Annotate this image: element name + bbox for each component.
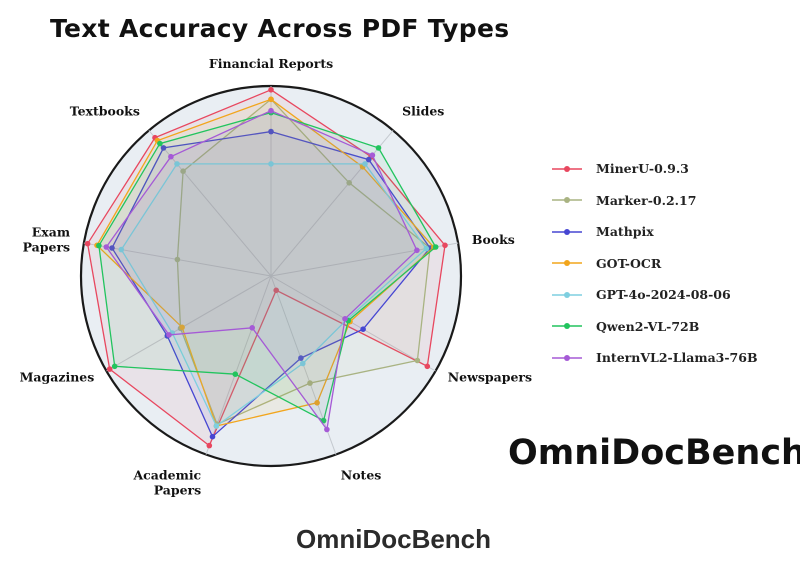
data-point <box>362 161 368 167</box>
axis-label-line: Newspapers <box>448 370 532 385</box>
data-point <box>268 96 274 103</box>
axis-label-line: Notes <box>341 468 382 483</box>
axis-label: Exam Papers <box>23 225 70 255</box>
axis-label-line: Academic <box>132 468 201 483</box>
data-point <box>268 161 274 167</box>
axis-label: Newspapers <box>448 370 532 385</box>
data-point <box>180 168 186 174</box>
data-point <box>314 400 320 406</box>
data-point <box>342 316 348 322</box>
data-point <box>324 426 330 433</box>
data-point <box>268 107 274 114</box>
legend-swatch <box>552 260 582 267</box>
legend-item: Mathpix <box>552 216 758 248</box>
data-point <box>298 355 304 361</box>
data-point <box>442 242 448 249</box>
axis-label-line: Papers <box>23 240 70 255</box>
legend-label: MinerU-0.9.3 <box>596 161 689 177</box>
axis-label-line: Papers <box>154 483 201 498</box>
series-marker-0-2-17 <box>176 98 431 426</box>
series-got-ocr <box>96 98 435 427</box>
data-point <box>414 247 420 254</box>
legend-label: InternVL2-Llama3-76B <box>596 350 758 366</box>
data-point <box>106 366 113 372</box>
data-point <box>111 363 118 370</box>
legend-item: Qwen2-VL-72B <box>552 311 758 343</box>
data-point <box>168 153 174 160</box>
legend-label: Mathpix <box>596 224 654 240</box>
legend-swatch <box>552 228 582 235</box>
radar-axis-labels: Financial Reports Slides Books Newspapers No… <box>20 56 532 498</box>
data-point <box>414 357 421 364</box>
legend-item: MinerU-0.9.3 <box>552 153 758 185</box>
legend-swatch <box>552 323 582 330</box>
chart-title: Text Accuracy Across PDF Types <box>50 14 510 43</box>
axis-label-line: Slides <box>402 104 444 119</box>
series-qwen2-vl-72b <box>98 111 437 422</box>
data-point <box>320 417 327 424</box>
data-point <box>268 87 274 93</box>
data-point <box>249 325 255 331</box>
radar-spoke <box>270 275 436 372</box>
data-point <box>432 244 439 250</box>
data-point <box>423 245 430 252</box>
data-point <box>360 326 366 333</box>
legend-swatch <box>552 291 582 298</box>
data-point <box>424 363 431 370</box>
data-point <box>166 332 172 338</box>
data-point <box>174 256 181 263</box>
axis-label-line: Financial Reports <box>209 56 333 71</box>
radar-spoke <box>106 275 272 372</box>
data-point <box>369 152 376 158</box>
legend-label: GOT-OCR <box>596 255 662 271</box>
legend-label: GPT-4o-2024-08-06 <box>596 287 731 303</box>
brand-caption: OmniDocBench <box>296 524 492 554</box>
data-point <box>232 371 239 378</box>
axis-label: Slides <box>402 104 444 119</box>
axis-label-line: Textbooks <box>70 104 140 119</box>
legend-swatch <box>552 197 582 204</box>
data-point <box>160 145 167 151</box>
legend-label: Marker-0.2.17 <box>596 192 697 208</box>
legend-item: GPT-4o-2024-08-06 <box>552 279 758 311</box>
data-point <box>84 240 91 247</box>
legend-item: Marker-0.2.17 <box>552 185 758 217</box>
axis-label: Magazines <box>20 370 95 385</box>
axis-label: Notes <box>341 468 382 483</box>
axis-label: Books <box>472 232 515 247</box>
axis-label: Financial Reports <box>209 56 333 71</box>
data-point <box>103 244 110 250</box>
axis-label: Academic Papers <box>132 468 201 498</box>
axis-label-line: Exam <box>32 225 70 240</box>
legend-swatch <box>552 354 582 361</box>
brand-logo-text: OmniDocBench <box>508 433 800 473</box>
data-point <box>375 145 382 151</box>
data-point <box>118 246 125 253</box>
data-point <box>273 287 280 294</box>
legend-label: Qwen2-VL-72B <box>596 318 700 334</box>
legend-item: InternVL2-Llama3-76B <box>552 342 758 374</box>
data-point <box>96 242 102 249</box>
legend: MinerU-0.9.3 Marker-0.2.17 Mathpix GOT-OCR G… <box>552 153 758 374</box>
data-point <box>346 180 353 186</box>
axis-label-line: Magazines <box>20 370 95 385</box>
data-point <box>268 128 274 135</box>
data-point <box>174 161 180 167</box>
data-point <box>365 156 372 163</box>
data-point <box>109 245 115 251</box>
axis-label: Textbooks <box>70 104 140 119</box>
data-point <box>300 360 306 367</box>
data-point <box>179 324 185 331</box>
data-point <box>157 140 163 147</box>
legend-item: GOT-OCR <box>552 248 758 280</box>
data-point <box>206 442 213 449</box>
axis-label-line: Books <box>472 232 515 247</box>
series-internvl2-llama3-76b <box>105 109 418 432</box>
radar-series <box>84 87 448 449</box>
legend-swatch <box>552 165 582 172</box>
data-point <box>213 423 220 429</box>
data-point <box>307 380 313 386</box>
data-point <box>209 433 216 440</box>
